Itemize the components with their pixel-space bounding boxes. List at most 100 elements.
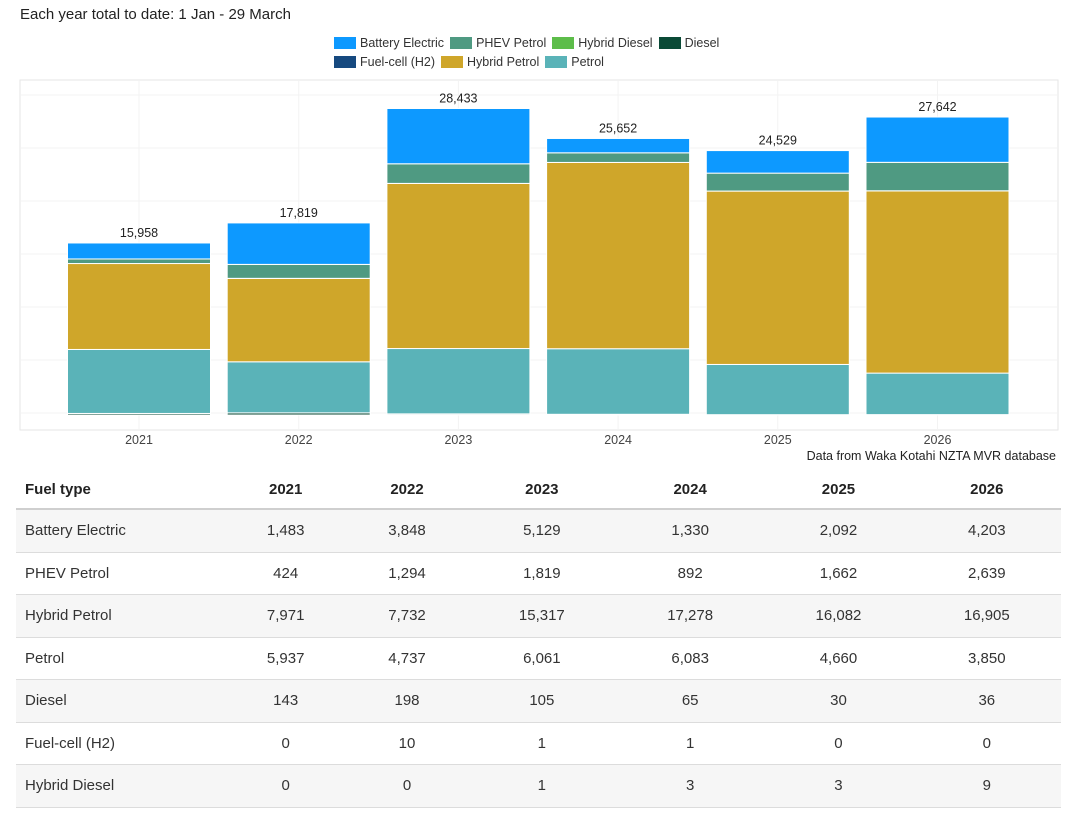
table-cell: 105: [467, 679, 616, 723]
bar-segment-petrol: [546, 348, 691, 415]
bar-segment-phev-petrol: [705, 172, 850, 192]
table-cell: Diesel: [16, 679, 225, 723]
bar-segment-hybrid-petrol: [546, 161, 691, 350]
table-cell: 198: [346, 679, 468, 723]
table-cell: 9: [912, 764, 1061, 808]
table-cell: 1: [616, 722, 765, 765]
legend-swatch: [334, 55, 356, 68]
legend-item-hybrid-diesel[interactable]: Hybrid Diesel: [552, 35, 653, 50]
legend-item-phev-petrol[interactable]: PHEV Petrol: [450, 36, 546, 50]
table-cell: 5,937: [225, 637, 347, 680]
bar-segment-battery-electric: [705, 150, 850, 174]
table-cell: 36: [912, 679, 1061, 723]
bar-segment-petrol: [386, 348, 531, 415]
bar-segment-battery-electric: [865, 116, 1010, 163]
bar-total-label: 24,529: [759, 134, 797, 148]
table-cell: 0: [764, 722, 913, 765]
legend-label: Hybrid Petrol: [467, 54, 540, 69]
bar-segment-battery-electric: [67, 242, 211, 260]
x-tick-label: 2024: [604, 433, 632, 447]
legend-swatch: [450, 36, 473, 49]
legend-row-2: Fuel-cell (H2) Hybrid Petrol Petrol: [334, 52, 764, 71]
table-cell: Battery Electric: [16, 509, 225, 553]
table-cell: 143: [225, 679, 347, 723]
table-cell: 7,732: [346, 594, 468, 638]
table-cell: 1,819: [467, 552, 616, 595]
bar-segment-phev-petrol: [865, 161, 1010, 192]
table-cell: 6,061: [467, 637, 616, 680]
table-cell: 0: [225, 764, 347, 808]
legend-item-petrol[interactable]: Petrol: [545, 55, 604, 69]
table-row: Battery Electric 1,483 3,848 5,129 1,330…: [16, 509, 1061, 553]
bar-total-label: 28,433: [439, 92, 477, 106]
legend-item-diesel[interactable]: Diesel: [658, 36, 719, 50]
header-2026: 2026: [912, 470, 1061, 510]
bar-segment-petrol: [226, 361, 371, 414]
stacked-bar-chart: 15,958 2021 17,819 2022 28,433 2023 25,652 2024…: [19, 79, 1059, 447]
x-tick-label: 2021: [125, 433, 153, 447]
table-cell: 2,092: [764, 509, 913, 553]
legend-label: Hybrid Diesel: [578, 35, 653, 50]
bar-segment-petrol: [67, 348, 211, 414]
table-cell: 0: [346, 764, 468, 808]
bar-segment-phev-petrol: [546, 152, 691, 163]
legend-label: Fuel-cell (H2): [360, 54, 436, 69]
header-fuel-type: Fuel type: [16, 470, 225, 510]
bar-total-label: 17,819: [280, 206, 318, 220]
table-cell: 1,294: [346, 552, 468, 595]
table-cell: 17,278: [616, 594, 765, 638]
table-cell: 1,662: [764, 552, 913, 595]
table-row: Petrol 5,937 4,737 6,061 6,083 4,660 3,8…: [16, 637, 1061, 680]
table-cell: 3,848: [346, 509, 468, 553]
table-cell: 1: [467, 722, 616, 765]
header-2025: 2025: [764, 470, 913, 510]
legend-item-hybrid-petrol[interactable]: Hybrid Petrol: [441, 55, 539, 69]
bar-segment-hybrid-petrol: [67, 263, 211, 350]
bar-segment-hybrid-petrol: [865, 190, 1010, 374]
table-cell: 4,737: [346, 637, 468, 680]
table-cell: 30: [764, 679, 913, 723]
table-cell: 3,850: [912, 637, 1061, 680]
x-tick-label: 2022: [285, 433, 313, 447]
table-row: Hybrid Diesel 0 0 1 3 3 9: [16, 764, 1061, 808]
table-cell: 7,971: [225, 594, 347, 638]
table-cell: 65: [616, 679, 765, 723]
header-2023: 2023: [467, 470, 616, 510]
table-row: Fuel-cell (H2) 0 10 1 1 0 0: [16, 722, 1061, 765]
table-cell: 2,639: [912, 552, 1061, 595]
table-row: Diesel 143 198 105 65 30 36: [16, 679, 1061, 723]
legend-item-battery-electric[interactable]: Battery Electric: [334, 36, 444, 50]
chart-legend: Battery Electric PHEV Petrol Hybrid Dies…: [334, 33, 764, 71]
header-2022: 2022: [346, 470, 468, 510]
legend-label: Battery Electric: [360, 35, 445, 50]
table-cell: 10: [346, 722, 468, 765]
bar-segment-hybrid-petrol: [386, 182, 531, 350]
header-2024: 2024: [616, 470, 765, 510]
legend-row-1: Battery Electric PHEV Petrol Hybrid Dies…: [334, 33, 764, 52]
legend-item-fuel-cell[interactable]: Fuel-cell (H2): [334, 55, 435, 69]
x-tick-label: 2023: [444, 433, 472, 447]
bar-segment-petrol: [705, 363, 850, 416]
table-cell: 0: [225, 722, 347, 765]
legend-swatch: [545, 55, 568, 68]
table-cell: 3: [764, 764, 913, 808]
table-cell: 892: [616, 552, 765, 595]
table-cell: 5,129: [467, 509, 616, 553]
table-header-row: Fuel type 2021 2022 2023 2024 2025 2026: [16, 470, 1061, 510]
table-cell: 16,082: [764, 594, 913, 638]
legend-swatch: [334, 36, 356, 49]
table-row: Hybrid Petrol 7,971 7,732 15,317 17,278 …: [16, 594, 1061, 638]
table-cell: Hybrid Petrol: [16, 594, 225, 638]
bar-segment-phev-petrol: [67, 258, 211, 265]
bar-segment-hybrid-petrol: [226, 277, 371, 363]
table-cell: 0: [912, 722, 1061, 765]
table-cell: 3: [616, 764, 765, 808]
legend-swatch: [441, 55, 464, 68]
bar-segment-battery-electric: [386, 108, 531, 165]
x-tick-label: 2026: [924, 433, 952, 447]
bar-total-label: 27,642: [918, 100, 956, 114]
table-cell: 4,203: [912, 509, 1061, 553]
data-source-note: Data from Waka Kotahi NZTA MVR database: [806, 449, 1056, 463]
legend-swatch: [552, 36, 575, 49]
bar-total-label: 15,958: [120, 226, 158, 240]
